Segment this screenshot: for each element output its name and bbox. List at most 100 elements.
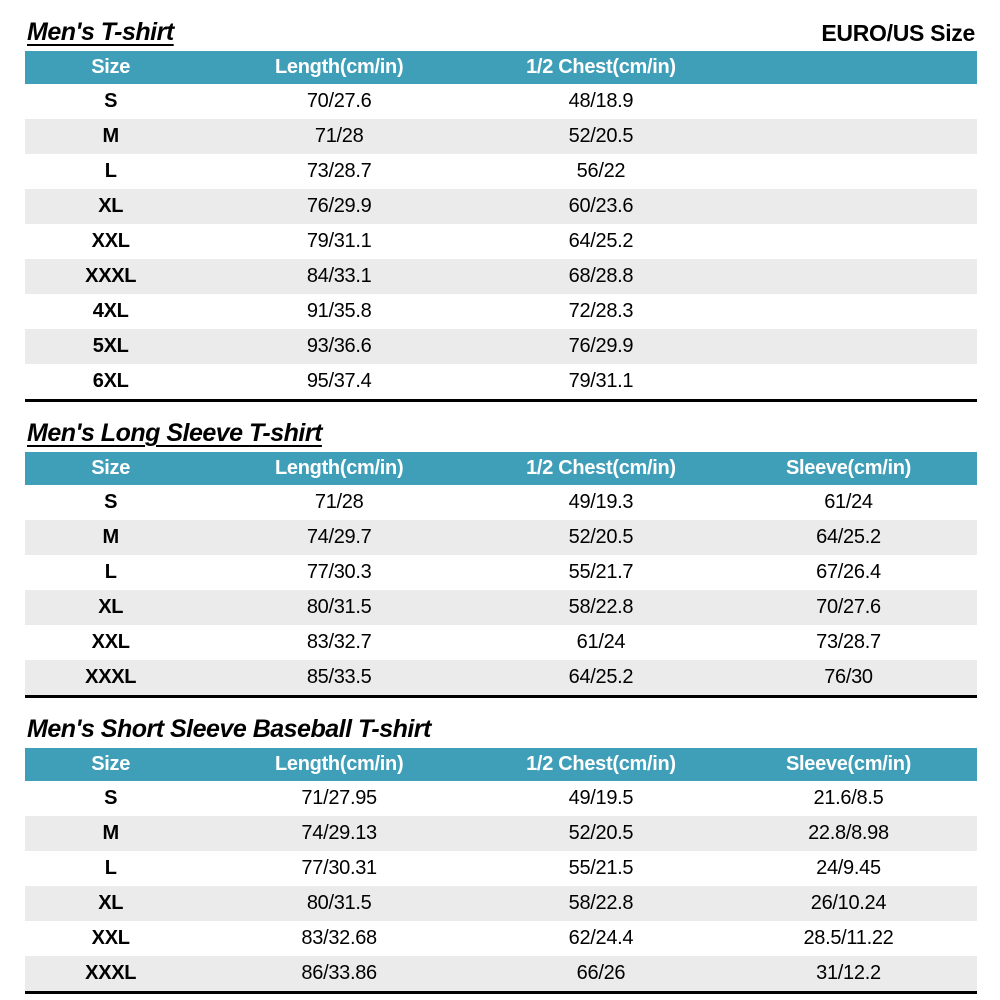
size-cell: L [104, 160, 117, 182]
table-header: Size Length(cm/in) 1/2 Chest(cm/in) [25, 51, 977, 84]
measurement-cell: 91/35.8 [306, 300, 372, 322]
table-row: XL 80/31.5 58/22.8 26/10.24 [25, 886, 977, 921]
table-row: S 71/27.95 49/19.5 21.6/8.5 [25, 781, 977, 816]
measurement-cell: 67/26.4 [816, 561, 881, 583]
column-header: Size [25, 452, 197, 485]
size-table-long-sleeve: Size Length(cm/in) 1/2 Chest(cm/in) Sleeve(… [25, 452, 977, 698]
measurement-cell: 60/23.6 [568, 195, 634, 217]
empty-cell [720, 84, 977, 119]
size-cell: 4XL [92, 300, 129, 322]
empty-cell [720, 189, 977, 224]
table-title-mens-tshirt: Men's T-shirt [27, 18, 174, 46]
column-header: Length(cm/in) [196, 452, 482, 485]
size-cell: M [102, 822, 119, 844]
size-cell: S [104, 90, 118, 112]
table-row: L 77/30.3 55/21.7 67/26.4 [25, 555, 977, 590]
size-cell: XXL [91, 230, 130, 252]
measurement-cell: 52/20.5 [568, 822, 634, 844]
table-header: Size Length(cm/in) 1/2 Chest(cm/in) Sleeve(… [25, 452, 977, 485]
measurement-cell: 48/18.9 [568, 90, 634, 112]
size-cell: XXL [91, 927, 130, 949]
measurement-cell: 26/10.24 [810, 892, 887, 914]
size-cell: M [102, 526, 119, 548]
table-body: S 71/27.95 49/19.5 21.6/8.5 M 74/29.13 52/20.5… [25, 781, 977, 993]
table-title-baseball: Men's Short Sleeve Baseball T-shirt [27, 715, 431, 743]
table-row: 4XL 91/35.8 72/28.3 [25, 294, 977, 329]
table-row: 6XL 95/37.4 79/31.1 [25, 364, 977, 401]
table-title-long-sleeve: Men's Long Sleeve T-shirt [27, 419, 322, 447]
measurement-cell: 66/26 [576, 962, 626, 984]
column-header: Sleeve(cm/in) [719, 452, 977, 485]
section-header: Men's Short Sleeve Baseball T-shirt [27, 713, 975, 743]
size-cell: 5XL [92, 335, 129, 357]
measurement-cell: 80/31.5 [306, 892, 372, 914]
measurement-cell: 77/30.31 [301, 857, 377, 879]
measurement-cell: 93/36.6 [306, 335, 372, 357]
measurement-cell: 55/21.5 [568, 857, 634, 879]
table-row: XXL 79/31.1 64/25.2 [25, 224, 977, 259]
size-cell: 6XL [92, 370, 129, 392]
size-cell: S [104, 787, 118, 809]
column-header: Length(cm/in) [196, 748, 482, 781]
measurement-cell: 83/32.68 [301, 927, 377, 949]
measurement-cell: 73/28.7 [816, 631, 881, 653]
size-standard-label: EURO/US Size [821, 20, 975, 46]
size-cell: M [102, 125, 119, 147]
measurement-cell: 71/28 [314, 125, 364, 147]
table-row: XXL 83/32.68 62/24.4 28.5/11.22 [25, 921, 977, 956]
size-table-mens-tshirt: Size Length(cm/in) 1/2 Chest(cm/in) S 70/27… [25, 51, 977, 402]
size-cell: XXXL [85, 666, 137, 688]
measurement-cell: 55/21.7 [568, 561, 634, 583]
measurement-cell: 74/29.13 [301, 822, 377, 844]
measurement-cell: 52/20.5 [568, 125, 634, 147]
size-chart-section-baseball: Men's Short Sleeve Baseball T-shirt Size… [25, 713, 977, 994]
empty-cell [720, 364, 977, 401]
size-cell: XXXL [85, 265, 137, 287]
measurement-cell: 31/12.2 [816, 962, 881, 984]
size-cell: XXXL [85, 962, 137, 984]
size-cell: L [104, 561, 117, 583]
measurement-cell: 79/31.1 [306, 230, 372, 252]
table-body: S 71/28 49/19.3 61/24 M 74/29.7 52/20.5 64/25.2… [25, 485, 977, 697]
column-header: Size [25, 748, 197, 781]
measurement-cell: 22.8/8.98 [808, 822, 889, 844]
size-cell: XXL [91, 631, 130, 653]
table-row: XL 76/29.9 60/23.6 [25, 189, 977, 224]
table-row: XL 80/31.5 58/22.8 70/27.6 [25, 590, 977, 625]
measurement-cell: 74/29.7 [306, 526, 372, 548]
measurement-cell: 61/24 [576, 631, 626, 653]
column-header: 1/2 Chest(cm/in) [481, 452, 720, 485]
measurement-cell: 56/22 [576, 160, 626, 182]
measurement-cell: 28.5/11.22 [803, 927, 894, 949]
measurement-cell: 73/28.7 [306, 160, 372, 182]
measurement-cell: 52/20.5 [568, 526, 634, 548]
size-cell: S [104, 491, 118, 513]
measurement-cell: 21.6/8.5 [813, 787, 884, 809]
measurement-cell: 49/19.3 [568, 491, 634, 513]
column-header: 1/2 Chest(cm/in) [481, 51, 720, 84]
empty-cell [720, 224, 977, 259]
measurement-cell: 71/28 [314, 491, 364, 513]
measurement-cell: 68/28.8 [568, 265, 634, 287]
measurement-cell: 83/32.7 [306, 631, 372, 653]
table-row: L 77/30.31 55/21.5 24/9.45 [25, 851, 977, 886]
measurement-cell: 84/33.1 [306, 265, 372, 287]
measurement-cell: 76/29.9 [568, 335, 634, 357]
measurement-cell: 95/37.4 [306, 370, 372, 392]
measurement-cell: 77/30.3 [306, 561, 372, 583]
measurement-cell: 61/24 [824, 491, 873, 513]
table-row: XXXL 85/33.5 64/25.2 76/30 [25, 660, 977, 697]
column-header: Size [25, 51, 197, 84]
measurement-cell: 49/19.5 [568, 787, 634, 809]
table-row: S 70/27.6 48/18.9 [25, 84, 977, 119]
measurement-cell: 24/9.45 [816, 857, 881, 879]
size-cell: XL [98, 892, 124, 914]
table-row: 5XL 93/36.6 76/29.9 [25, 329, 977, 364]
measurement-cell: 79/31.1 [568, 370, 634, 392]
measurement-cell: 76/29.9 [306, 195, 372, 217]
table-row: M 74/29.13 52/20.5 22.8/8.98 [25, 816, 977, 851]
measurement-cell: 58/22.8 [568, 892, 634, 914]
table-row: M 71/28 52/20.5 [25, 119, 977, 154]
empty-cell [720, 119, 977, 154]
measurement-cell: 70/27.6 [306, 90, 372, 112]
